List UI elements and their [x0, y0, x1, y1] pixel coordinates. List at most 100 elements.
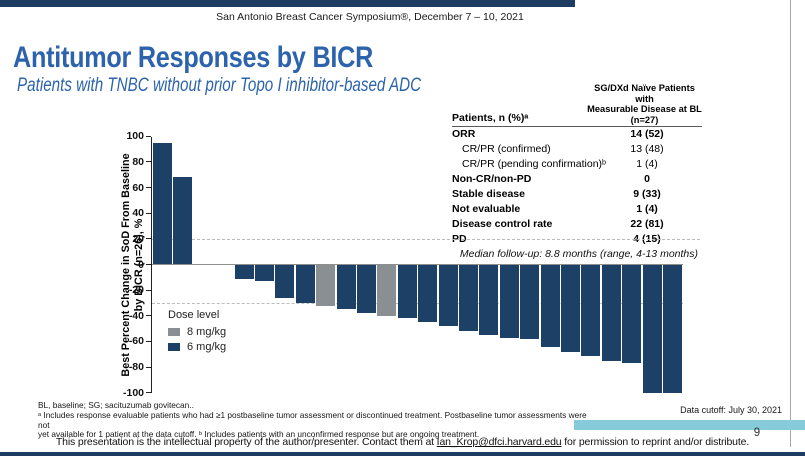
- waterfall-bar: [153, 142, 172, 265]
- row-value: 1 (4): [636, 158, 658, 171]
- y-axis-tick-label: 60: [132, 181, 144, 194]
- waterfall-bar: [499, 264, 519, 338]
- waterfall-bar: [336, 264, 356, 310]
- legend-label: 6 mg/kg: [187, 340, 227, 353]
- waterfall-bar: [622, 264, 642, 364]
- table-header-underline: [452, 126, 702, 128]
- footnote-line: ᵃ Includes response evaluable patients w…: [38, 409, 587, 430]
- waterfall-bar: [295, 264, 315, 303]
- y-axis-tick-label: -100: [122, 386, 144, 399]
- y-axis-tick: [146, 161, 151, 163]
- reference-line--30: [152, 302, 683, 304]
- waterfall-bar: [663, 264, 682, 393]
- copyright-text-post: for permission to reprint and/or distrib…: [561, 436, 750, 448]
- row-value: 4 (15): [633, 232, 661, 245]
- row-value: 9 (33): [633, 187, 661, 200]
- y-axis-tick-label: 20: [132, 232, 144, 245]
- y-axis-tick: [146, 366, 151, 368]
- waterfall-bar: [173, 177, 193, 265]
- legend-item: 8 mg/kg: [168, 324, 226, 339]
- row-label: Disease control rate: [452, 217, 553, 230]
- waterfall-bar: [438, 264, 458, 327]
- legend-swatch-6-mg-kg: [168, 342, 180, 351]
- y-axis-tick: [146, 315, 151, 317]
- row-label: Not evaluable: [452, 202, 521, 215]
- waterfall-bar: [316, 264, 336, 306]
- row-label: CR/PR (confirmed): [462, 143, 551, 156]
- waterfall-bar: [540, 264, 560, 347]
- waterfall-bar: [397, 264, 417, 319]
- table-col2-header-line: SG/DXd Naïve Patients with: [594, 83, 695, 104]
- table-row: Disease control rate 22 (81): [452, 217, 702, 232]
- waterfall-bar: [642, 264, 662, 393]
- footnote-line: yet available for 1 patient at the data …: [38, 429, 480, 440]
- table-row: Non-CR/non-PD 0: [452, 172, 702, 187]
- row-label: ORR: [452, 128, 476, 141]
- row-value: 0: [644, 173, 650, 186]
- y-axis-line: [151, 136, 153, 393]
- y-axis-tick-label: 100: [126, 130, 144, 143]
- waterfall-bar: [234, 264, 254, 279]
- row-value: 1 (4): [636, 202, 658, 215]
- y-axis-tick-label: -60: [128, 335, 144, 348]
- row-label: PD: [452, 232, 467, 245]
- right-edge-divider: [790, 0, 791, 447]
- table-header-row: Patients, n (%)ᵃ SG/DXd Naïve Patients w…: [452, 83, 702, 125]
- y-axis-tick: [146, 212, 151, 214]
- y-axis-tick-label: 0: [138, 258, 144, 271]
- legend-title: Dose level: [168, 309, 220, 321]
- table-row: ORR 14 (52): [452, 127, 702, 142]
- row-label: CR/PR (pending confirmation)ᵇ: [462, 158, 607, 171]
- row-label: Stable disease: [452, 187, 525, 200]
- slide-subtitle: Patients with TNBC without prior Topo I …: [17, 75, 422, 96]
- table-col2-header-line: (n=27): [630, 114, 659, 125]
- y-axis-tick-label: 80: [132, 155, 144, 168]
- data-cutoff-label: Data cutoff: July 30, 2021: [680, 405, 782, 415]
- page-number: 9: [753, 427, 761, 439]
- email-link[interactable]: Ian_Krop@dfci.harvard.edu: [436, 436, 562, 448]
- table-row: Stable disease 9 (33): [452, 187, 702, 202]
- table-row: CR/PR (confirmed) 13 (48): [452, 142, 702, 157]
- y-axis-tick: [146, 263, 151, 266]
- y-axis-tick: [146, 186, 151, 189]
- table-col1-header: Patients, n (%)ᵃ: [452, 112, 529, 125]
- y-axis-tick-label: -20: [128, 284, 144, 297]
- row-label: Non-CR/non-PD: [452, 173, 532, 186]
- legend-swatch-8-mg-kg: [168, 327, 180, 336]
- median-followup-note: Median follow-up: 8.8 months (range, 4-1…: [459, 248, 698, 260]
- y-axis-tick: [146, 135, 151, 137]
- results-table: Patients, n (%)ᵃ SG/DXd Naïve Patients w…: [452, 83, 702, 247]
- legend-items: 8 mg/kg 6 mg/kg: [168, 324, 226, 354]
- symposium-header: San Antonio Breast Cancer Symposium®, De…: [216, 11, 524, 23]
- top-accent-bar: [0, 0, 575, 7]
- table-body: ORR 14 (52) CR/PR (confirmed) 13 (48) CR/PR …: [452, 127, 702, 246]
- legend-label: 8 mg/kg: [187, 325, 227, 338]
- slide-title: Antitumor Responses by BICR: [13, 41, 374, 74]
- table-col2-header-line: Measurable Disease at BL: [587, 104, 702, 115]
- waterfall-bar: [418, 264, 438, 323]
- table-col2-header: SG/DXd Naïve Patients with Measurable Di…: [587, 83, 702, 125]
- table-row: Not evaluable 1 (4): [452, 202, 702, 217]
- row-value: 13 (48): [630, 143, 664, 156]
- y-axis-tick-label: -40: [128, 309, 144, 322]
- teal-highlight-bar: [574, 420, 805, 430]
- y-axis-tick: [146, 238, 151, 240]
- waterfall-bar: [377, 264, 397, 316]
- table-row: PD 4 (15): [452, 232, 702, 247]
- footnotes: BL, baseline; SG; sacituzumab govitecan.…: [38, 400, 598, 440]
- y-axis-tick-label: 40: [132, 207, 144, 220]
- footnote-line: BL, baseline; SG; sacituzumab govitecan.…: [38, 400, 194, 410]
- y-axis-tick: [146, 289, 151, 291]
- waterfall-bar: [275, 264, 295, 298]
- y-axis-tick: [146, 340, 151, 343]
- table-row: CR/PR (pending confirmation)ᵇ 1 (4): [452, 157, 702, 172]
- copyright-line: This presentation is the intellectual pr…: [0, 436, 805, 448]
- waterfall-bar: [520, 264, 540, 339]
- y-axis-tick-label: -80: [128, 361, 144, 374]
- waterfall-bar: [357, 264, 376, 314]
- waterfall-bar: [561, 264, 580, 352]
- copyright-text-pre: This presentation is the intellectual pr…: [55, 436, 437, 448]
- chart-legend: Dose level 8 mg/kg 6 mg/kg: [168, 309, 226, 354]
